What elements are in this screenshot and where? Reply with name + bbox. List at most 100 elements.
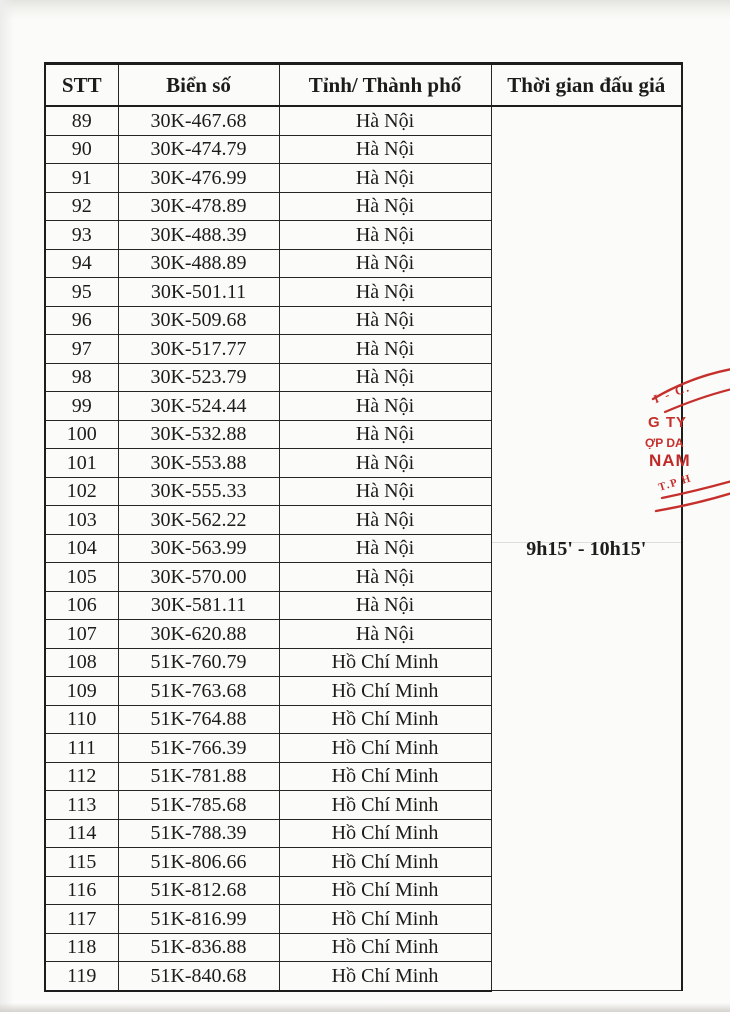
- stt-cell: 99: [44, 391, 119, 421]
- city-cell: Hà Nội: [278, 505, 492, 535]
- table-row: 104 30K-563.99 Hà Nội: [44, 533, 682, 563]
- plate-cell: 30K-555.33: [117, 476, 280, 506]
- stt-cell: 96: [44, 305, 119, 335]
- table-row: 119 51K-840.68 Hồ Chí Minh: [44, 961, 682, 992]
- plate-cell: 30K-467.68: [117, 105, 280, 136]
- table-row: 118 51K-836.88 Hồ Chí Minh: [44, 932, 682, 962]
- city-cell: Hà Nội: [278, 191, 492, 221]
- stt-cell: 113: [44, 790, 119, 820]
- header-auction-time: Thời gian đấu giá: [490, 62, 683, 107]
- table-row: 116 51K-812.68 Hồ Chí Minh: [44, 875, 682, 905]
- plate-cell: 30K-523.79: [117, 362, 280, 392]
- plate-cell: 30K-532.88: [117, 419, 280, 449]
- table-row: 108 51K-760.79 Hồ Chí Minh: [44, 647, 682, 677]
- stt-cell: 97: [44, 334, 119, 364]
- plate-cell: 51K-836.88: [117, 932, 280, 962]
- scan-artifact-top: [0, 0, 730, 20]
- plate-cell: 51K-760.79: [117, 647, 280, 677]
- header-city: Tỉnh/ Thành phố: [278, 62, 492, 107]
- table-row: 105 30K-570.00 Hà Nội: [44, 562, 682, 592]
- stt-cell: 93: [44, 220, 119, 250]
- stt-cell: 109: [44, 676, 119, 706]
- city-cell: Hà Nội: [278, 105, 492, 136]
- plate-cell: 30K-488.89: [117, 248, 280, 278]
- stt-cell: 92: [44, 191, 119, 221]
- auction-schedule-table: STT Biển số Tỉnh/ Thành phố Thời gian đấ…: [44, 62, 683, 992]
- plate-cell: 30K-517.77: [117, 334, 280, 364]
- table-row: 98 30K-523.79 Hà Nội: [44, 362, 682, 392]
- table-row: 100 30K-532.88 Hà Nội: [44, 419, 682, 449]
- stt-cell: 90: [44, 134, 119, 164]
- plate-cell: 30K-562.22: [117, 505, 280, 535]
- plate-cell: 30K-620.88: [117, 619, 280, 649]
- city-cell: Hà Nội: [278, 134, 492, 164]
- city-cell: Hồ Chí Minh: [278, 676, 492, 706]
- scan-bleed-line: [492, 542, 680, 543]
- table-row: 94 30K-488.89 Hà Nội: [44, 248, 682, 278]
- plate-cell: 51K-766.39: [117, 733, 280, 763]
- stt-cell: 118: [44, 932, 119, 962]
- stt-cell: 112: [44, 761, 119, 791]
- stt-cell: 95: [44, 277, 119, 307]
- city-cell: Hồ Chí Minh: [278, 961, 492, 992]
- stt-cell: 105: [44, 562, 119, 592]
- stt-cell: 103: [44, 505, 119, 535]
- table-row: 92 30K-478.89 Hà Nội: [44, 191, 682, 221]
- table-row: 106 30K-581.11 Hà Nội: [44, 590, 682, 620]
- city-cell: Hồ Chí Minh: [278, 818, 492, 848]
- stt-cell: 98: [44, 362, 119, 392]
- city-cell: Hà Nội: [278, 448, 492, 478]
- table-row: 89 30K-467.68 Hà Nội 9h15' - 10h15': [44, 105, 683, 991]
- header-plate: Biển số: [117, 62, 280, 107]
- stt-cell: 116: [44, 875, 119, 905]
- city-cell: Hồ Chí Minh: [278, 904, 492, 934]
- city-cell: Hà Nội: [278, 163, 492, 193]
- city-cell: Hồ Chí Minh: [278, 647, 492, 677]
- city-cell: Hà Nội: [278, 334, 492, 364]
- stt-cell: 110: [44, 704, 119, 734]
- plate-cell: 30K-488.39: [117, 220, 280, 250]
- header-stt: STT: [44, 62, 119, 107]
- plate-cell: 51K-816.99: [117, 904, 280, 934]
- plate-cell: 30K-509.68: [117, 305, 280, 335]
- city-cell: Hà Nội: [278, 562, 492, 592]
- plate-cell: 51K-781.88: [117, 761, 280, 791]
- plate-cell: 51K-788.39: [117, 818, 280, 848]
- city-cell: Hồ Chí Minh: [278, 761, 492, 791]
- city-cell: Hồ Chí Minh: [278, 875, 492, 905]
- stt-cell: 111: [44, 733, 119, 763]
- city-cell: Hồ Chí Minh: [278, 733, 492, 763]
- plate-cell: 51K-812.68: [117, 875, 280, 905]
- city-cell: Hà Nội: [278, 533, 492, 563]
- stt-cell: 104: [44, 533, 119, 563]
- scan-artifact-left: [0, 0, 14, 1012]
- plate-cell: 30K-570.00: [117, 562, 280, 592]
- plate-cell: 51K-785.68: [117, 790, 280, 820]
- city-cell: Hồ Chí Minh: [278, 704, 492, 734]
- plate-cell: 30K-474.79: [117, 134, 280, 164]
- table-row: 99 30K-524.44 Hà Nội: [44, 391, 682, 421]
- table-row: 115 51K-806.66 Hồ Chí Minh: [44, 847, 682, 877]
- city-cell: Hà Nội: [278, 590, 492, 620]
- table-row: 96 30K-509.68 Hà Nội: [44, 305, 682, 335]
- stt-cell: 114: [44, 818, 119, 848]
- city-cell: Hà Nội: [278, 220, 492, 250]
- stt-cell: 108: [44, 647, 119, 677]
- city-cell: Hà Nội: [278, 362, 492, 392]
- plate-cell: 51K-764.88: [117, 704, 280, 734]
- plate-cell: 30K-581.11: [117, 590, 280, 620]
- stt-cell: 119: [44, 961, 119, 992]
- city-cell: Hồ Chí Minh: [278, 932, 492, 962]
- plate-cell: 51K-840.68: [117, 961, 280, 992]
- auction-time-value: 9h15' - 10h15': [526, 537, 647, 560]
- table-row: 91 30K-476.99 Hà Nội: [44, 163, 682, 193]
- plate-cell: 30K-553.88: [117, 448, 280, 478]
- city-cell: Hồ Chí Minh: [278, 790, 492, 820]
- table-row: 97 30K-517.77 Hà Nội: [44, 334, 682, 364]
- stt-cell: 100: [44, 419, 119, 449]
- city-cell: Hà Nội: [278, 305, 492, 335]
- stt-cell: 91: [44, 163, 119, 193]
- plate-cell: 30K-478.89: [117, 191, 280, 221]
- stt-cell: 101: [44, 448, 119, 478]
